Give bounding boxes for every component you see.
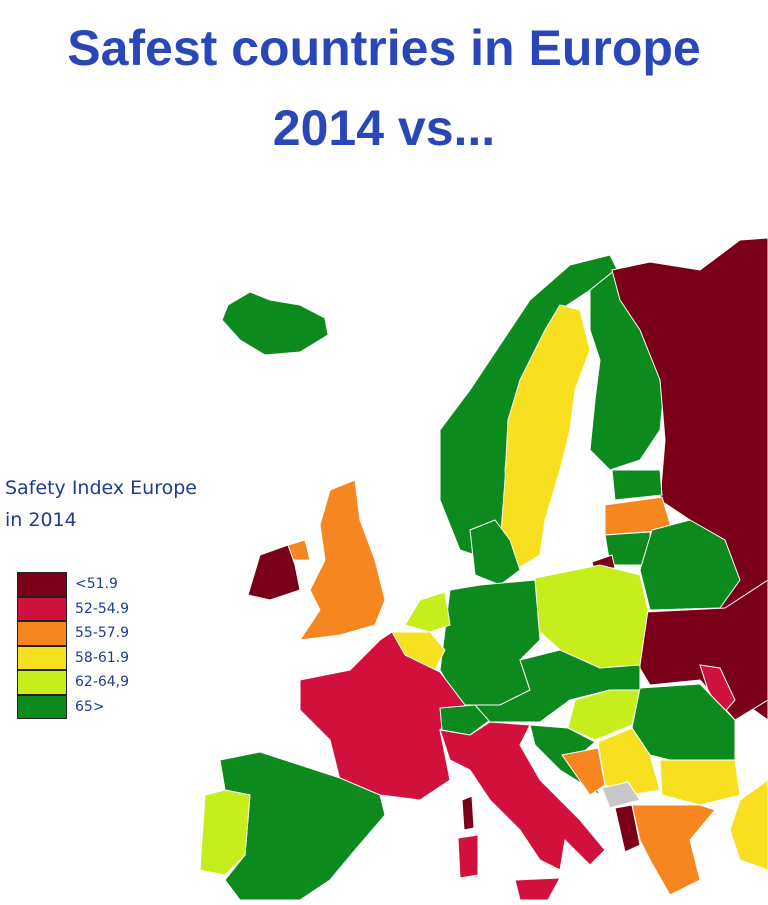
denmark [469,519,521,586]
netherlands [404,591,451,633]
sicily [514,877,561,901]
iceland [221,291,329,356]
legend-item: 62-64,9 [17,670,129,695]
legend-swatch [17,572,67,597]
title-line: 2014 vs... [272,100,496,156]
legend-item: 52-54.9 [17,596,130,621]
moldova [699,664,736,716]
legend-label: 58-61.9 [75,649,130,666]
legend-swatch [17,596,67,621]
germany [439,579,541,706]
corsica [461,795,475,831]
legend-swatch [17,621,67,646]
legend-label: <51.9 [75,576,118,593]
legend-swatch [17,694,67,719]
turkey [729,779,768,871]
albania [614,804,641,853]
legend-title: Safety Index Europe in 2014 [5,472,245,536]
portugal [199,789,251,876]
legend-item: 65> [17,694,129,719]
switzerland [439,704,491,736]
serbia [597,727,661,796]
legend-label: 62-64,9 [75,674,130,691]
italy [439,721,606,871]
legend: <51.9 52-54.9 55-57.9 58-61.9 62-64,9 65> [17,572,129,719]
uk [298,479,386,641]
legend-title-line: Safety Index Europe [5,477,197,499]
sardinia [457,834,479,879]
greece [631,804,716,896]
legend-swatch [17,670,67,695]
legend-label: 52-54.9 [75,600,130,617]
title-line: Safest countries in Europe [67,20,701,76]
belarus [639,519,741,611]
montenegro [601,781,641,809]
legend-item: <51.9 [17,572,129,597]
legend-item: 55-57.9 [17,621,129,646]
bulgaria [659,759,741,806]
sweden [499,304,591,571]
legend-label: 65> [75,698,105,715]
ireland [247,544,301,601]
central-europe [473,649,641,723]
legend-item: 58-61.9 [17,645,130,670]
legend-swatch [17,645,67,670]
estonia [611,469,663,501]
title: Safest countries in Europe 2014 vs... [0,8,768,168]
legend-label: 55-57.9 [75,625,130,642]
legend-title-line: in 2014 [5,509,77,531]
